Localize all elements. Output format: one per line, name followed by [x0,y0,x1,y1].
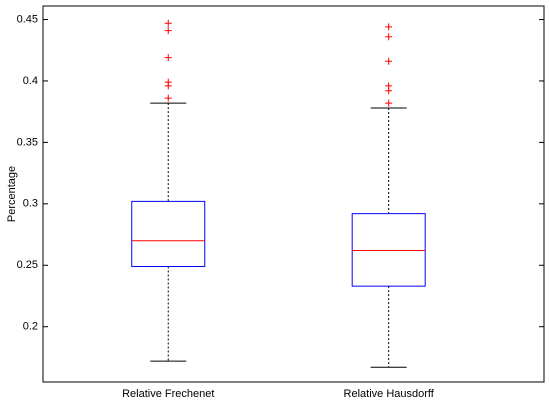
y-tick-label: 0.3 [23,198,38,210]
outlier [385,87,393,95]
outlier [164,94,172,102]
y-axis-label: Percentage [6,166,18,222]
outlier [385,23,393,31]
y-tick-label: 0.35 [17,136,38,148]
box [131,200,206,267]
outlier [385,33,393,41]
plot-area [42,5,545,383]
y-tick-label: 0.2 [23,321,38,333]
outlier [164,19,172,27]
box [351,213,426,287]
outlier [164,54,172,62]
y-tick-label: 0.4 [23,75,38,87]
x-tick-label: Relative Frechenet [122,388,214,400]
x-tick-label: Relative Hausdorff [344,388,435,400]
outlier [385,99,393,107]
outlier [385,57,393,65]
y-tick-label: 0.25 [17,259,38,271]
outlier [164,27,172,35]
y-tick-label: 0.45 [17,13,38,25]
outlier [164,82,172,90]
